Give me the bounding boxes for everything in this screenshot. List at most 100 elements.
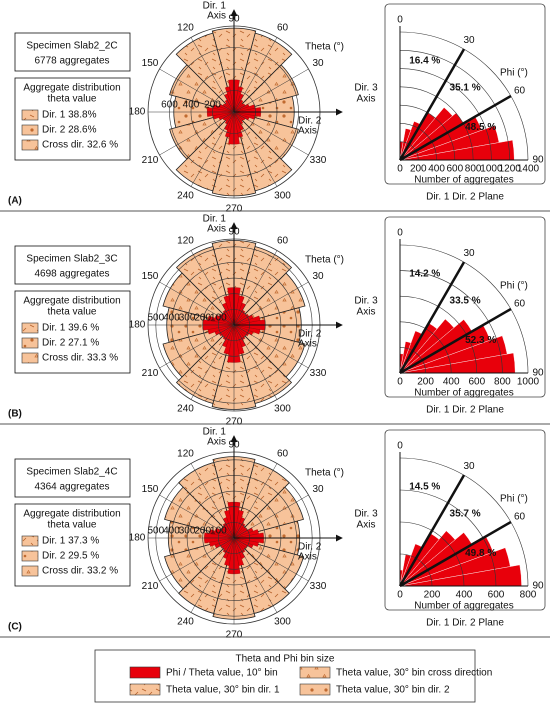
- x-axis-label: Number of aggregates: [414, 601, 514, 612]
- angle-grid-line: [233, 324, 309, 369]
- legend-swatch: [21, 124, 39, 136]
- sector-percent: 33.5 %: [450, 295, 481, 306]
- x-tick-label: 200: [410, 164, 427, 175]
- angle-tick-label: 270: [226, 204, 243, 215]
- axis-label: Dir. 3: [354, 509, 378, 520]
- legend-item: Cross dir. 33.2 %: [42, 566, 118, 577]
- radial-tick-label: 100: [210, 526, 227, 537]
- radial-tick-label: 400: [163, 313, 180, 324]
- phi-grid-arc: [399, 270, 503, 374]
- legend-swatch: [21, 352, 39, 364]
- x-tick-label: 1200: [499, 164, 522, 175]
- radial-tick-label: 300: [179, 313, 196, 324]
- phi-angle-line: [398, 48, 466, 161]
- legend-item: Dir. 1 38.8%: [42, 110, 97, 121]
- radial-tick-label: 500: [147, 526, 164, 537]
- angle-tick-label: 210: [142, 581, 159, 592]
- axis-label: Axis: [357, 520, 376, 531]
- sector-percent: 48.5 %: [465, 122, 496, 133]
- legend-title: Aggregate distribution: [23, 83, 120, 94]
- phi-unit-label: Phi (°): [500, 494, 528, 505]
- x-tick-label: 600: [447, 164, 464, 175]
- phi-angle-line: [399, 307, 512, 375]
- angle-tick-label: 180: [129, 533, 146, 544]
- axis-label: Dir. 1: [203, 1, 227, 12]
- legend-swatch: [21, 565, 39, 577]
- sector-percent: 35.1 %: [450, 82, 481, 93]
- footer-swatch: [129, 683, 161, 696]
- phi-grid-arc: [399, 123, 437, 161]
- legend-item: Dir. 2 29.5 %: [42, 551, 99, 562]
- x-tick-label: 0: [397, 590, 403, 601]
- x-axis-label: Number of aggregates: [414, 388, 514, 399]
- specimen-name: Specimen Slab2_4C: [26, 467, 117, 478]
- radial-tick-label: 600: [161, 100, 178, 111]
- phi-angle-label: 90: [532, 368, 544, 379]
- phi-grid-arc: [399, 141, 419, 161]
- angle-grid-line: [233, 111, 278, 187]
- x-tick-label: 0: [397, 377, 403, 388]
- angle-grid-line: [233, 494, 309, 539]
- phi-grid-arc: [399, 321, 452, 374]
- phi-frame: [384, 429, 546, 611]
- axis-label: Dir. 2: [298, 542, 322, 553]
- phi-grid-arc: [399, 31, 529, 161]
- angle-grid-line: [233, 537, 309, 582]
- angle-tick-label: 120: [177, 236, 194, 247]
- angle-grid-line: [233, 463, 278, 539]
- radial-tick-label: 100: [210, 313, 227, 324]
- radial-tick-label: 500: [147, 313, 164, 324]
- phi-angle-line: [399, 94, 512, 162]
- phi-frame: [384, 216, 546, 398]
- panel-label: (B): [8, 409, 22, 420]
- phi-angle-label: 90: [532, 581, 544, 592]
- footer-legend-item: Phi / Theta value, 10° bin: [166, 668, 278, 679]
- phi-grid-arc: [399, 489, 497, 587]
- legend-title: Aggregate distribution: [23, 509, 120, 520]
- radial-tick-label: 300: [179, 526, 196, 537]
- legend-item: Dir. 2 27.1 %: [42, 338, 99, 349]
- plane-label: Dir. 1 Dir. 2 Plane: [426, 618, 504, 629]
- angle-tick-label: 330: [310, 581, 327, 592]
- angle-tick-label: 30: [312, 484, 324, 495]
- phi-grid-arc: [399, 295, 478, 374]
- footer-legend-title: Theta and Phi bin size: [236, 654, 335, 665]
- axis-label: Axis: [357, 307, 376, 318]
- angle-tick-label: 30: [312, 271, 324, 282]
- angle-tick-label: 240: [177, 191, 194, 202]
- footer-swatch: [299, 683, 331, 696]
- axis-label: Axis: [298, 552, 317, 563]
- phi-grid-arc: [399, 68, 492, 161]
- legend-swatch: [21, 337, 39, 349]
- x-tick-label: 800: [465, 164, 482, 175]
- angle-tick-label: 210: [142, 368, 159, 379]
- x-tick-label: 200: [424, 590, 441, 601]
- angle-tick-label: 60: [277, 23, 289, 34]
- legend-swatch: [21, 322, 39, 334]
- x-tick-label: 600: [488, 590, 505, 601]
- legend-title: theta value: [48, 94, 97, 105]
- x-tick-label: 0: [397, 164, 403, 175]
- legend-swatch: [21, 550, 39, 562]
- footer-swatch: [129, 666, 161, 679]
- footer-legend-item: Theta value, 30° bin dir. 2: [336, 685, 450, 696]
- angle-grid-line: [233, 537, 278, 613]
- angle-grid-line: [233, 68, 309, 113]
- x-tick-label: 400: [443, 377, 460, 388]
- sector-percent: 14.5 %: [409, 481, 440, 492]
- angle-tick-label: 330: [310, 368, 327, 379]
- x-tick-label: 1000: [517, 377, 540, 388]
- angle-tick-label: 300: [274, 404, 291, 415]
- x-tick-label: 800: [494, 377, 511, 388]
- angle-grid-line: [233, 324, 278, 400]
- axis-label: Axis: [298, 126, 317, 137]
- phi-angle-label: 60: [514, 86, 526, 97]
- theta-unit-label: Theta (°): [305, 42, 344, 53]
- x-tick-label: 800: [520, 590, 537, 601]
- angle-tick-label: 60: [277, 236, 289, 247]
- radial-tick-label: 200: [194, 526, 211, 537]
- angle-tick-label: 210: [142, 155, 159, 166]
- phi-grid-arc: [399, 49, 511, 161]
- legend-item: Dir. 1 39.6 %: [42, 323, 99, 334]
- angle-tick-label: 150: [142, 484, 159, 495]
